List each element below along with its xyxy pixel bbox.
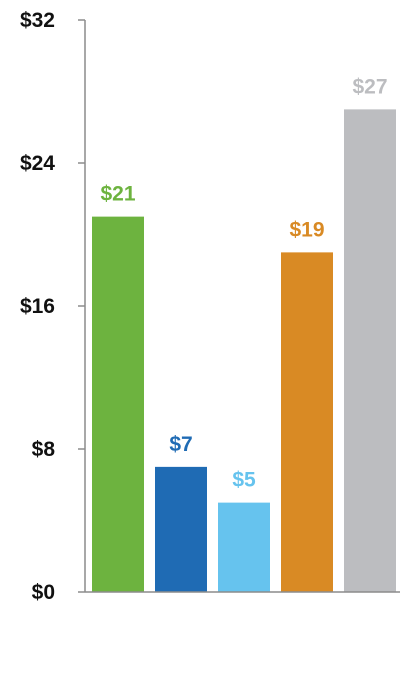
- y-tick-label: $16: [20, 295, 55, 318]
- bar: [344, 109, 396, 592]
- bar-data-label: $21: [100, 183, 135, 206]
- bar: [92, 216, 144, 592]
- bar: [281, 252, 333, 592]
- bar-data-label: $27: [352, 75, 387, 98]
- bar-data-label: $5: [232, 469, 256, 492]
- bar-data-label: $19: [289, 218, 324, 241]
- y-tick-label: $32: [20, 9, 55, 32]
- y-axis: $0 $8 $16 $24 $32: [20, 9, 85, 604]
- y-tick-label: $8: [32, 438, 56, 461]
- y-tick-label: $0: [32, 581, 55, 604]
- bar: [218, 502, 270, 592]
- data-labels: $21 $7 $5 $19 $27: [100, 75, 387, 491]
- bars: [92, 109, 396, 592]
- bar: [155, 466, 207, 592]
- bar-data-label: $7: [169, 433, 192, 456]
- y-tick-label: $24: [20, 152, 55, 175]
